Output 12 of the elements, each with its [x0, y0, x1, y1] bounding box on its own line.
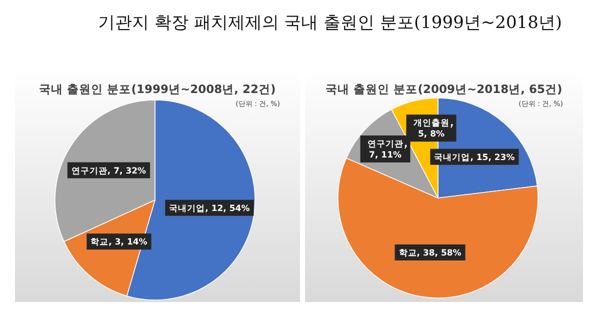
slice-label: 학교, 3, 14% — [90, 238, 148, 248]
slice-label: 국내기업, 15, 23% — [434, 152, 516, 163]
data-label: 7, 11% — [369, 150, 402, 160]
slice-label: 국내기업, 12, 54% — [169, 204, 250, 214]
chart-title: 국내 출원인 분포(2009년~2018년, 65건) — [326, 82, 562, 96]
chart-title: 국내 출원인 분포(1999년~2008년, 22건) — [39, 82, 276, 96]
slice-label: 연구기관 — [367, 139, 404, 150]
slice-label: 개인출원 — [413, 118, 450, 129]
slice-label: 학교, 38, 58% — [398, 248, 462, 258]
text: 기관지 확장 패치제제의 국내 출원인 분포(1999년~2018년) — [98, 13, 562, 33]
data-label: 5, 8% — [418, 130, 446, 140]
slice-label: 연구기관, 7, 32% — [71, 166, 147, 176]
